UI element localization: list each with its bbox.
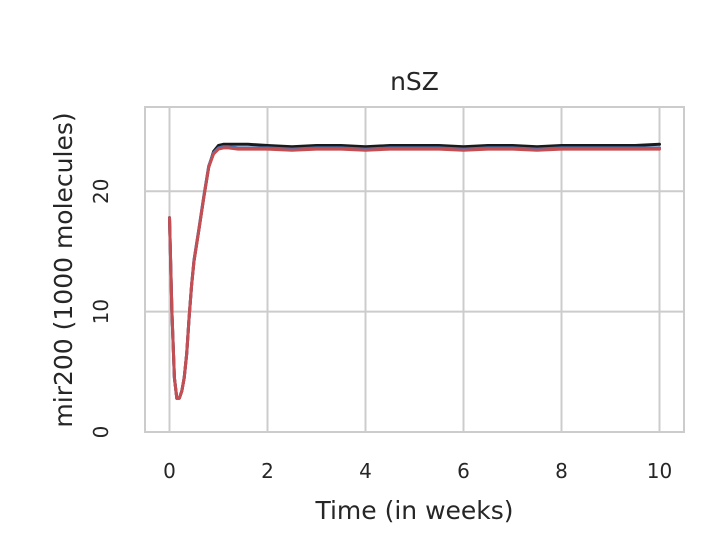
series-lines <box>168 142 661 400</box>
x-tick-label: 6 <box>457 459 470 483</box>
x-tick-labels: 0 2 4 6 8 10 <box>163 459 672 483</box>
x-tick-label: 8 <box>555 459 568 483</box>
x-tick-label: 0 <box>163 459 176 483</box>
y-tick-labels: 0 10 20 <box>89 179 113 439</box>
series-line-3 <box>168 146 661 400</box>
y-axis-title: mir200 (1000 molecules) <box>49 112 78 427</box>
grid-lines <box>145 107 684 433</box>
chart-title: nSZ <box>390 67 439 96</box>
y-tick-label: 0 <box>89 426 113 439</box>
x-tick-label: 4 <box>359 459 372 483</box>
y-tick-label: 10 <box>89 299 113 324</box>
y-tick-label: 20 <box>89 179 113 204</box>
x-tick-label: 2 <box>261 459 274 483</box>
x-axis-title: Time (in weeks) <box>314 496 513 525</box>
plot-area <box>144 106 685 433</box>
x-tick-label: 10 <box>647 459 672 483</box>
